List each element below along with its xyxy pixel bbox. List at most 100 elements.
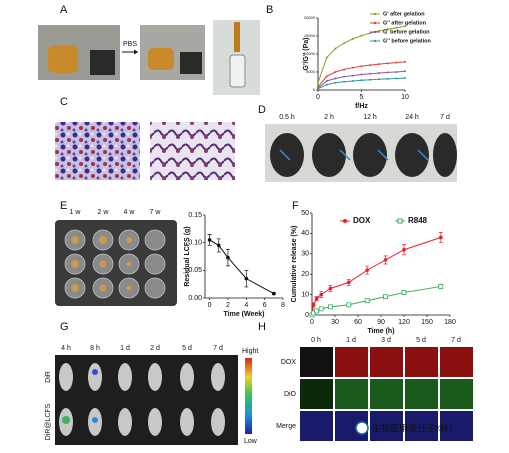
row-label: DiR — [45, 371, 52, 383]
time-label: 3 d — [381, 337, 391, 344]
panel-label: B — [266, 4, 273, 16]
legend-marker — [343, 219, 347, 223]
x-tick-label: 30 — [331, 319, 339, 326]
x-tick-label: 180 — [444, 319, 456, 326]
legend-label: G' before gelation — [383, 29, 430, 35]
marker — [216, 243, 221, 248]
marker — [226, 255, 230, 260]
chart: 0 5 10 0 5000 10000 15000 20000 f/Hz G'/G'' (Pa) G… — [303, 11, 432, 109]
x-axis-title: f/Hz — [355, 103, 368, 110]
marker — [325, 83, 328, 86]
panel-e-plate — [55, 220, 177, 306]
marker — [386, 28, 389, 31]
marker — [395, 71, 398, 73]
x-tick-label: 120 — [398, 319, 410, 326]
time-label: 0 h — [311, 337, 321, 344]
marker — [386, 77, 389, 80]
marker — [325, 56, 328, 59]
marker — [334, 77, 337, 80]
time-label: 7 d — [213, 345, 223, 352]
week-label: 1 w — [70, 209, 82, 216]
panel-label: F — [292, 200, 299, 212]
time-label: 24 h — [405, 114, 419, 121]
marker — [377, 29, 380, 32]
scale-low: Low — [244, 438, 258, 445]
week-label: 7 w — [150, 209, 162, 216]
y-tick-label: 0.10 — [188, 240, 202, 247]
y-tick-label: 0 — [313, 87, 316, 92]
watermark: 生物医用高分子材料 — [372, 422, 453, 433]
legend-label: R848 — [408, 216, 428, 225]
legend-marker — [397, 218, 403, 224]
marker — [325, 80, 328, 82]
legend-label: DOX — [353, 216, 371, 225]
panel-a-images — [38, 20, 260, 95]
y-tick-label: 5000 — [306, 69, 316, 74]
marker — [383, 258, 388, 262]
row-label: DiO — [284, 391, 297, 398]
chart: 0 2 4 6 8 0.00 0.05 0.10 0.15 Time (Week) Residual… — [184, 212, 285, 318]
marker — [369, 78, 372, 81]
marker — [244, 276, 249, 281]
y-tick-label: 10000 — [304, 51, 316, 56]
legend-marker — [373, 21, 377, 25]
y-tick-label: 0.05 — [188, 267, 202, 274]
marker — [377, 63, 380, 66]
x-tick-label: 90 — [377, 319, 385, 326]
x-tick-label: 60 — [354, 319, 362, 326]
x-tick-label: 0 — [316, 94, 320, 101]
x-tick-label: 0 — [208, 302, 212, 309]
marker — [360, 65, 363, 68]
y-tick-label: 10 — [301, 291, 309, 298]
y-tick-label: 20 — [301, 271, 309, 278]
marker — [314, 308, 320, 314]
x-tick-label: 150 — [421, 319, 433, 326]
time-label: 0.5 h — [279, 114, 295, 121]
marker — [343, 68, 346, 71]
marker — [365, 268, 370, 272]
x-tick-label: 4 — [244, 302, 248, 309]
chart: 0 30 60 90 120 150 180 0 10 20 30 40 50 Time (h) Cumul… — [291, 210, 456, 335]
legend-marker — [373, 30, 377, 34]
marker — [317, 87, 319, 90]
marker — [404, 77, 406, 80]
marker — [386, 71, 389, 74]
series-line — [311, 285, 441, 316]
time-label: 2 d — [150, 345, 160, 352]
marker — [327, 304, 333, 310]
marker — [386, 62, 389, 65]
marker — [369, 64, 372, 67]
marker — [395, 26, 398, 29]
marker — [377, 78, 380, 81]
marker — [360, 79, 363, 82]
row-label: DiR@LCFS — [45, 403, 52, 440]
marker — [395, 61, 398, 64]
marker — [314, 296, 319, 301]
marker — [395, 77, 398, 80]
marker — [404, 60, 406, 63]
x-axis-title: Time (Week) — [224, 311, 265, 318]
time-label: 1 d — [120, 345, 130, 352]
y-tick-label: 0.00 — [188, 295, 202, 302]
marker — [207, 238, 212, 242]
panel-label: E — [60, 200, 67, 212]
marker — [439, 235, 443, 240]
marker — [343, 80, 346, 83]
panel-label: D — [258, 104, 266, 116]
panel-label: G — [60, 321, 69, 333]
time-label: 2 h — [324, 114, 334, 121]
time-label: 12 h — [363, 114, 377, 121]
legend-label: G'' after gelation — [383, 20, 427, 26]
marker — [272, 291, 276, 296]
panel-g-images — [55, 355, 252, 445]
marker — [317, 81, 319, 84]
y-tick-label: 0 — [305, 312, 309, 319]
marker — [318, 306, 324, 312]
time-label: 1 d — [346, 337, 356, 344]
marker — [351, 74, 354, 77]
marker — [319, 292, 324, 297]
legend-label: G' after gelation — [383, 11, 425, 17]
marker — [364, 298, 370, 304]
x-tick-label: 6 — [263, 302, 267, 309]
scale-high: Hight — [242, 348, 258, 355]
